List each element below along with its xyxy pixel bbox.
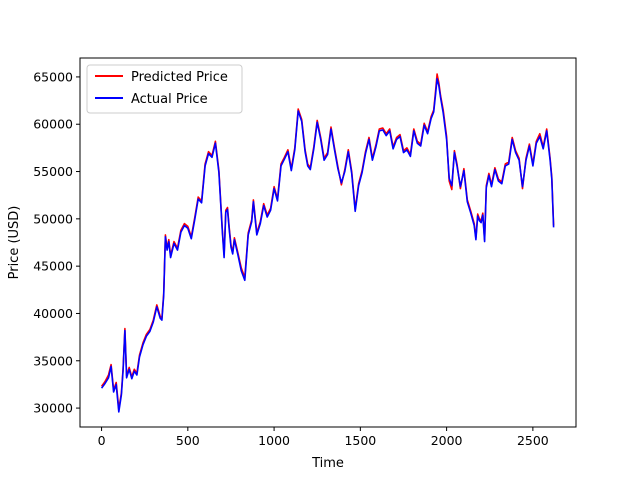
x-tick-label: 0 <box>98 433 106 448</box>
y-tick-label: 60000 <box>33 117 73 132</box>
y-tick-label: 30000 <box>33 401 73 416</box>
legend-label-actual: Actual Price <box>131 92 208 107</box>
plot-lines <box>100 73 555 413</box>
y-axis-label: Price (USD) <box>7 206 22 280</box>
x-tick-label: 2500 <box>517 433 549 448</box>
x-tick-label: 1000 <box>258 433 290 448</box>
x-axis: 0 500 1000 1500 2000 2500 <box>98 427 549 448</box>
y-axis: 30000 35000 40000 45000 50000 55000 60000 65000 <box>33 69 80 416</box>
actual-price-line <box>100 78 555 413</box>
y-tick-label: 50000 <box>33 211 73 226</box>
x-tick-label: 1500 <box>344 433 376 448</box>
y-tick-label: 55000 <box>33 164 73 179</box>
y-tick-label: 35000 <box>33 353 73 368</box>
plot-frame <box>79 57 577 428</box>
y-tick-label: 45000 <box>33 259 73 274</box>
x-axis-label: Time <box>311 456 344 471</box>
legend-label-predicted: Predicted Price <box>131 70 228 85</box>
x-tick-label: 500 <box>176 433 200 448</box>
y-tick-label: 65000 <box>33 69 73 84</box>
legend: Predicted Price Actual Price <box>86 64 243 114</box>
y-tick-label: 40000 <box>33 306 73 321</box>
x-tick-label: 2000 <box>431 433 463 448</box>
legend-box <box>86 64 243 114</box>
